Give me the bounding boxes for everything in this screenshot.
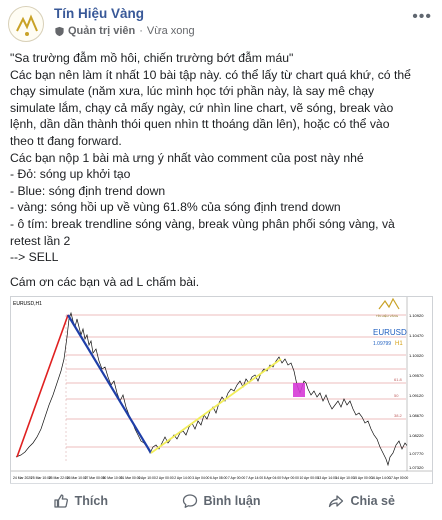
price-line: [15, 311, 430, 467]
post-line: theo tt đang forward.: [10, 133, 122, 148]
y-tick: 1.09570: [409, 373, 424, 378]
post-header: Tín Hiệu Vàng Quản trị viên · Vừa xong •…: [0, 0, 442, 44]
tin-hieu-vang-logo-icon: [16, 14, 38, 36]
overlay-symbol: EURUSD: [373, 328, 407, 337]
x-tick: 2 Apr 00:00: [156, 476, 173, 480]
post-line: simulate lắm, chạy cả mấy ngày, cứ nhìn …: [10, 100, 394, 115]
share-icon: [329, 495, 344, 508]
price-chart: EURUSD,H1 61.8 50 38.2 1.10920 1.10470 1…: [11, 297, 432, 483]
comment-button[interactable]: Bình luận: [151, 486, 292, 516]
x-tick: 25 Mar 22:00: [49, 476, 69, 480]
post-line: "Sa trường đẫm mồ hôi, chiến trường bớt …: [10, 51, 294, 65]
page-avatar[interactable]: [8, 6, 44, 42]
post-line: chạy simulate (năm xưa, lúc mình học tới…: [10, 84, 375, 99]
x-tick: 31 Mar 00:00: [121, 476, 141, 480]
admin-role: Quản trị viên: [68, 25, 136, 37]
symbol-label: EURUSD,H1: [13, 301, 42, 307]
meta-separator: ·: [139, 25, 143, 37]
overlay-timeframe: H1: [395, 341, 403, 347]
post-time[interactable]: Vừa xong: [146, 25, 195, 37]
x-tick: 7 Apr 00:00: [228, 476, 245, 480]
red-wave-line: [16, 314, 69, 458]
y-tick: 1.10470: [409, 333, 424, 338]
x-tick: 13 Apr 14:00: [318, 476, 337, 480]
post-line: - Đỏ: sóng up khởi tạo: [10, 167, 131, 182]
admin-shield-icon: [55, 26, 64, 36]
comment-icon: [182, 494, 197, 508]
comment-label: Bình luận: [203, 494, 261, 508]
overlay-price: 1.09799: [373, 341, 391, 347]
fib-label: 38.2: [394, 413, 403, 418]
post-line: retest lần 2: [10, 233, 71, 248]
x-tick: 16 Apr 14:00: [371, 476, 390, 480]
y-tick: 1.07770: [409, 451, 424, 456]
like-label: Thích: [74, 494, 108, 508]
logo-caption: TÍN HIỆU VÀNG: [376, 313, 399, 318]
share-button[interactable]: Chia sẻ: [291, 486, 432, 516]
x-tick: 14 Apr 10:00: [335, 476, 354, 480]
fibonacci-levels: 61.8 50 38.2: [66, 314, 406, 448]
post-actions: Thích Bình luận Chia sẻ: [10, 486, 432, 516]
logo-mark-icon: [378, 297, 400, 310]
x-tick: 15 Apr 00:00: [353, 476, 372, 480]
post-closing: Cám ơn các bạn và ad L chấm bài.: [10, 274, 200, 289]
tin-hieu-vang-overlay: TÍN HIỆU VÀNG EURUSD 1.09799 H1: [373, 297, 407, 347]
x-tick: 7 Apr 14:00: [246, 476, 263, 480]
x-tick: 30 Mar 10:00: [103, 476, 123, 480]
share-label: Chia sẻ: [350, 494, 395, 508]
action-divider: [10, 483, 432, 484]
post-line: - Blue: sóng định trend down: [10, 183, 166, 198]
x-tick: 2 Apr 14:00: [174, 476, 191, 480]
fib-label: 50: [394, 393, 399, 398]
y-tick: 1.10920: [409, 313, 424, 318]
post-line: Các bạn nộp 1 bài mà ưng ý nhất vào comm…: [10, 150, 364, 165]
blue-wave-line: [67, 314, 152, 454]
post-line: - ô tím: break trendline sóng vàng, brea…: [10, 216, 395, 231]
post-text: "Sa trường đẫm mồ hôi, chiến trường bớt …: [10, 50, 434, 290]
yellow-wave-line: [150, 358, 282, 454]
chart-image[interactable]: EURUSD,H1 61.8 50 38.2 1.10920 1.10470 1…: [10, 296, 433, 484]
x-tick: 1 Apr 10:00: [138, 476, 155, 480]
y-tick: 1.07320: [409, 465, 424, 470]
x-tick: 27 Mar 00:00: [85, 476, 105, 480]
post-line: --> SELL: [10, 250, 59, 265]
purple-break-box: [293, 383, 305, 397]
x-tick: 26 Mar 10:00: [67, 476, 87, 480]
y-tick: 1.09120: [409, 393, 424, 398]
page-name[interactable]: Tín Hiệu Vàng: [54, 6, 145, 21]
post-line: lệnh, dần dần thành thói quen nhìn tt th…: [10, 117, 390, 132]
x-tick: 24 Mar 2020: [13, 476, 32, 480]
x-tick: 25 Mar 10:00: [31, 476, 51, 480]
x-tick: 3 Apr 04:00: [192, 476, 209, 480]
y-tick: 1.08670: [409, 413, 424, 418]
post-line: Các bạn nên làm ít nhất 10 bài tập này. …: [10, 67, 411, 82]
post-meta: Quản trị viên · Vừa xong: [54, 25, 195, 37]
y-tick: 1.10020: [409, 353, 424, 358]
post-line: - vàng: sóng hồi up về vùng 61.8% của só…: [10, 200, 341, 215]
more-options-button[interactable]: •••: [412, 8, 432, 25]
x-tick: 9 Apr 00:00: [282, 476, 299, 480]
x-tick: 17 Apr 00:00: [389, 476, 408, 480]
like-icon: [54, 494, 68, 508]
fib-label: 61.8: [394, 377, 403, 382]
y-axis: 1.10920 1.10470 1.10020 1.09570 1.09120 …: [409, 313, 424, 470]
like-button[interactable]: Thích: [10, 486, 151, 516]
x-tick: 10 Apr 00:00: [300, 476, 319, 480]
x-tick: 8 Apr 04:00: [264, 476, 281, 480]
y-tick: 1.08220: [409, 433, 424, 438]
x-tick: 6 Apr 08:00: [210, 476, 227, 480]
